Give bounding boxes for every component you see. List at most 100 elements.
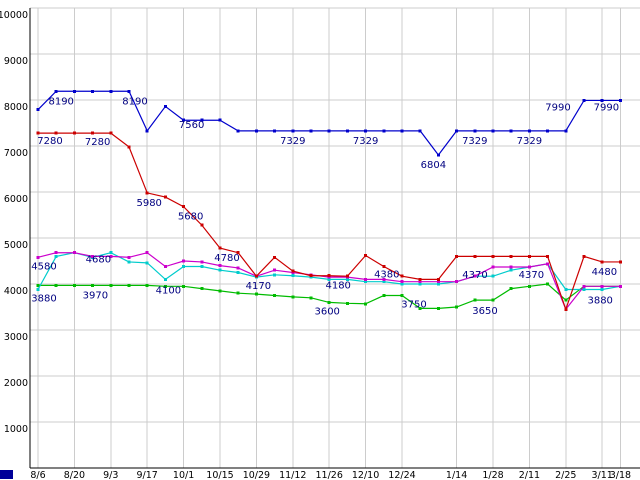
series-point-red	[309, 274, 313, 278]
series-point-blue	[455, 129, 459, 133]
series-point-blue	[509, 129, 513, 133]
series-point-green	[200, 287, 204, 291]
series-point-magenta	[600, 284, 604, 288]
series-point-magenta	[418, 280, 422, 284]
series-point-cyan	[582, 288, 586, 292]
series-point-cyan	[36, 288, 40, 292]
series-point-red	[418, 277, 422, 281]
series-point-green	[527, 284, 531, 288]
series-point-red	[127, 145, 131, 149]
value-label: 5680	[178, 212, 203, 223]
corner-marker-icon	[0, 470, 13, 479]
series-point-cyan	[291, 274, 295, 278]
series-point-green	[309, 296, 313, 300]
series-point-green	[145, 283, 149, 287]
series-point-red	[364, 253, 368, 257]
value-label: 4680	[86, 255, 111, 266]
value-label: 8190	[48, 96, 73, 107]
series-point-green	[72, 283, 76, 287]
series-point-magenta	[236, 266, 240, 270]
value-label: 7280	[85, 137, 110, 148]
value-label: 4480	[592, 267, 617, 278]
series-point-red	[436, 277, 440, 281]
series-point-blue	[309, 129, 313, 133]
value-label: 3600	[314, 306, 339, 317]
series-point-blue	[491, 129, 495, 133]
series-point-green	[400, 294, 404, 297]
series-point-cyan	[382, 280, 386, 284]
series-point-red	[182, 205, 186, 209]
series-point-red	[618, 260, 622, 264]
value-label: 3880	[31, 294, 56, 305]
x-axis-tick-label: 2/25	[555, 470, 576, 480]
series-point-blue	[54, 89, 58, 93]
series-point-red	[54, 131, 58, 135]
series-point-cyan	[54, 254, 58, 258]
value-label: 4780	[214, 253, 239, 264]
series-point-green	[163, 284, 167, 288]
series-point-cyan	[564, 288, 568, 292]
x-axis-tick-label: 1/14	[446, 470, 467, 480]
series-point-blue	[527, 129, 531, 133]
series-point-magenta	[200, 260, 204, 264]
series-point-blue	[200, 118, 204, 122]
series-point-cyan	[163, 277, 167, 281]
x-axis-tick-label: 3/11	[592, 470, 613, 480]
series-point-red	[509, 254, 513, 258]
y-axis-tick-label: 10000	[0, 10, 28, 21]
series-point-red	[254, 274, 258, 278]
value-label: 4180	[325, 281, 350, 292]
series-point-red	[72, 131, 76, 135]
y-axis-tick-label: 4000	[4, 286, 28, 297]
series-point-green	[273, 294, 277, 297]
series-point-red	[382, 265, 386, 269]
series-point-green	[54, 283, 58, 287]
value-label: 7280	[37, 136, 62, 147]
series-point-blue	[109, 89, 113, 93]
series-point-cyan	[436, 282, 440, 286]
series-point-blue	[91, 89, 95, 93]
value-label: 4100	[156, 285, 181, 296]
series-point-cyan	[145, 261, 149, 265]
x-axis-tick-label: 2/11	[519, 470, 540, 480]
value-label: 7990	[545, 102, 570, 113]
x-axis-tick-label: 11/26	[316, 470, 343, 480]
x-axis-tick-label: 9/17	[137, 470, 158, 480]
value-label: 5980	[136, 198, 161, 209]
series-point-red	[564, 307, 568, 311]
series-point-magenta	[54, 251, 58, 255]
series-point-magenta	[382, 277, 386, 281]
x-axis-tick-label: 10/29	[243, 470, 270, 480]
x-axis-tick-label: 12/10	[352, 470, 379, 480]
series-point-red	[273, 255, 277, 259]
series-point-magenta	[527, 265, 531, 269]
series-point-cyan	[200, 265, 204, 269]
series-point-green	[291, 295, 295, 299]
series-point-blue	[564, 129, 568, 133]
series-point-red	[582, 254, 586, 258]
y-axis-tick-label: 5000	[4, 240, 28, 251]
series-point-magenta	[582, 284, 586, 288]
series-point-cyan	[400, 282, 404, 286]
series-point-magenta	[400, 280, 404, 284]
series-point-cyan	[182, 265, 186, 269]
series-point-cyan	[236, 271, 240, 274]
y-axis-tick-label: 7000	[4, 148, 28, 159]
value-label: 3970	[83, 290, 108, 301]
series-point-green	[382, 294, 386, 297]
series-point-green	[491, 298, 495, 302]
series-point-magenta	[72, 251, 76, 255]
y-axis-tick-label: 9000	[4, 56, 28, 67]
series-point-green	[109, 283, 113, 287]
series-point-blue	[345, 129, 349, 133]
series-point-red	[109, 131, 113, 135]
series-point-blue	[182, 118, 186, 122]
series-point-cyan	[109, 251, 113, 255]
series-point-magenta	[218, 264, 222, 268]
x-axis-tick-label: 10/15	[206, 470, 233, 480]
series-point-blue	[291, 129, 295, 133]
series-point-red	[163, 195, 167, 199]
series-point-blue	[127, 89, 131, 93]
series-point-cyan	[418, 282, 422, 286]
